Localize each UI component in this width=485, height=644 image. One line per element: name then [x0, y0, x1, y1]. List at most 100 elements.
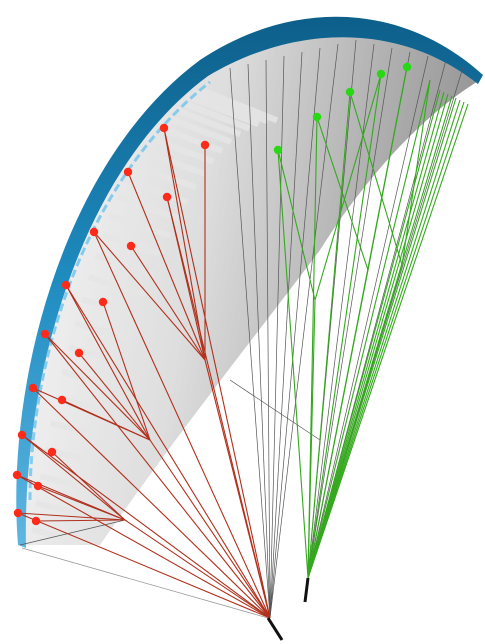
line-grey [229, 67, 271, 619]
attachment-point-red [13, 508, 23, 518]
line-red-main [149, 439, 271, 619]
line-set-left-red [16, 127, 271, 619]
line-red-upper [17, 512, 126, 521]
line-grey [307, 47, 393, 579]
line-green-direct [277, 149, 309, 579]
attachment-point-red [17, 430, 27, 440]
rib [145, 134, 215, 165]
line-red-direct [32, 387, 271, 619]
line-green-main [307, 299, 316, 579]
attachment-point-red [57, 395, 67, 405]
line-red-upper [35, 519, 126, 522]
attachment-point-red [47, 447, 57, 457]
rib [184, 92, 260, 127]
line-grey [307, 43, 375, 579]
line-red-upper [51, 451, 126, 521]
line-grey [229, 379, 321, 441]
line-green-trailing [307, 97, 457, 579]
line-red-direct [65, 284, 271, 619]
line-red-upper [21, 434, 126, 521]
rib [161, 113, 233, 145]
line-red-direct [93, 231, 271, 619]
rib [94, 252, 155, 277]
line-red-upper [130, 245, 206, 361]
attachments-right-green [273, 62, 412, 155]
line-red-direct [163, 127, 271, 619]
ground-line [21, 547, 269, 619]
canopy-highlight [28, 80, 211, 501]
rib [192, 89, 269, 125]
line-grey [19, 519, 126, 546]
attachment-point-red [159, 123, 169, 133]
attachment-point-red [126, 241, 136, 251]
line-green-direct [307, 79, 431, 579]
line-red-upper [65, 284, 151, 441]
line-green-trailing [307, 103, 469, 579]
line-grey [247, 63, 271, 619]
line-green-trailing [307, 89, 441, 579]
line-grey [269, 51, 303, 619]
line-green-trailing [307, 101, 465, 579]
line-red-upper [163, 127, 206, 361]
line-red-upper [102, 301, 151, 441]
rib [39, 473, 89, 491]
line-red-direct [44, 333, 271, 619]
line-green-trailing [307, 99, 461, 579]
rib [34, 500, 83, 517]
rib [168, 104, 242, 138]
line-red-upper [127, 171, 206, 361]
line-red-direct [166, 196, 271, 619]
line-grey [307, 55, 429, 579]
attachment-point-green [273, 145, 283, 155]
line-red-direct [21, 434, 271, 619]
line-green-upper [314, 73, 382, 301]
line-red-upper [78, 352, 151, 441]
line-green-direct [307, 91, 351, 579]
rib [61, 368, 116, 390]
attachment-point-green [402, 62, 412, 72]
attachment-point-red [28, 383, 38, 393]
attachment-point-red [123, 167, 133, 177]
attachment-point-red [98, 297, 108, 307]
line-grey [265, 59, 271, 619]
line-green-upper [349, 91, 403, 266]
rib [130, 161, 197, 191]
line-green-upper [277, 149, 316, 301]
attachment-point-red [200, 140, 210, 150]
line-green-direct [307, 73, 382, 579]
canopy-leading-edge [16, 16, 484, 548]
line-set-right-green [277, 66, 469, 579]
attachment-point-red [89, 227, 99, 237]
rib [74, 319, 131, 343]
line-green-trailing [307, 93, 449, 579]
line-red-upper [61, 399, 151, 441]
attachment-point-red [31, 516, 41, 526]
line-green-upper [401, 79, 431, 266]
line-red-direct [16, 474, 271, 619]
attachment-point-red [33, 481, 43, 491]
rib [31, 527, 78, 543]
line-red-upper [37, 485, 126, 521]
rib [81, 296, 139, 320]
rib [200, 87, 279, 124]
line-grey [269, 47, 321, 619]
line-red-direct [17, 512, 271, 619]
attachment-point-red [12, 470, 22, 480]
rib [115, 194, 180, 222]
line-red-upper [93, 231, 206, 361]
riser-right [303, 577, 310, 603]
line-red-upper [44, 333, 151, 441]
attachment-point-green [376, 69, 386, 79]
attachment-point-red [40, 329, 50, 339]
line-grey [269, 43, 339, 619]
line-green-trailing [307, 95, 453, 579]
line-green-upper [316, 116, 369, 271]
attachment-point-green [345, 87, 355, 97]
line-red-main [124, 519, 271, 619]
rib [176, 98, 251, 132]
attachment-point-green [312, 112, 322, 122]
line-green-trailing [307, 91, 445, 579]
attachment-point-red [61, 280, 71, 290]
attachment-point-red [162, 192, 172, 202]
